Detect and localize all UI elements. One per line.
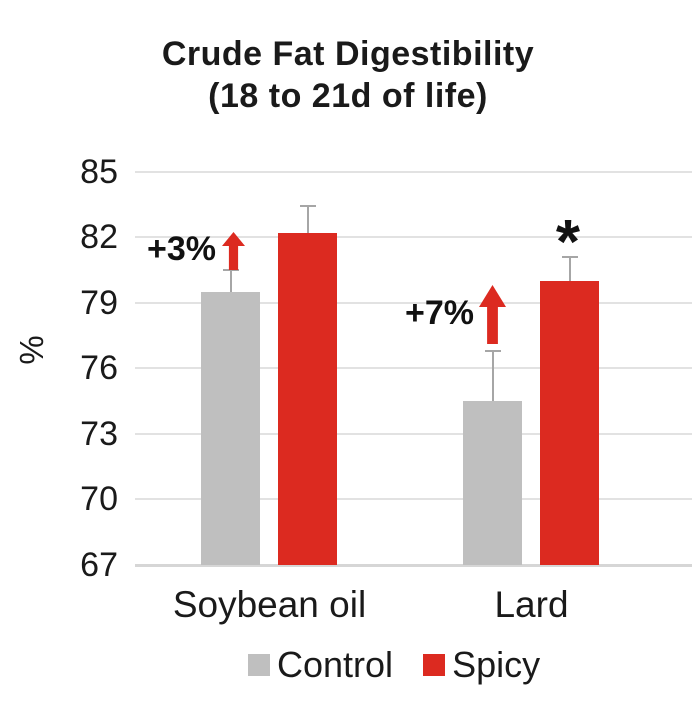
error-bar-cap-spicy-lard [561, 255, 578, 258]
gridline-70 [135, 498, 692, 501]
gridline-82 [135, 236, 692, 239]
legend-label-spicy: Spicy [452, 644, 541, 685]
legend-swatch-spicy [423, 654, 446, 676]
y-tick-label-85: 85 [80, 152, 118, 191]
legend: Control Spicy [248, 646, 540, 684]
legend-label-control: Control [277, 644, 394, 685]
bar-control-lard [463, 401, 522, 565]
annotation-lard-spicy-significance: * [555, 208, 581, 277]
error-bar-cap-control-lard [484, 349, 501, 352]
bar-spicy-lard [540, 280, 599, 565]
y-tick-label-82: 82 [80, 218, 118, 257]
error-bar-cap-spicy-soybean-oil [299, 205, 316, 208]
category-label-soybean-oil: Soybean oil [172, 584, 367, 625]
error-bar-stem-control-lard [491, 350, 494, 402]
error-bar-stem-spicy-soybean-oil [306, 206, 309, 233]
gridline-67 [135, 564, 692, 567]
gridline-73 [135, 432, 692, 435]
y-tick-label-70: 70 [80, 480, 118, 519]
up-arrow-icon [479, 285, 506, 349]
error-bar-stem-spicy-lard [568, 256, 571, 281]
legend-item-spicy: Spicy [423, 646, 540, 684]
annotation-soybean-increase: +3% [147, 230, 216, 268]
bar-spicy-soybean-oil [278, 232, 337, 565]
gridline-79 [135, 301, 692, 304]
bar-control-soybean-oil [201, 291, 260, 565]
category-label-lard: Lard [494, 584, 569, 625]
y-tick-label-73: 73 [80, 414, 118, 453]
gridline-85 [135, 170, 692, 173]
chart-title-line1: Crude Fat Digestibility [161, 35, 535, 73]
up-arrow-icon [222, 232, 245, 275]
gridline-76 [135, 367, 692, 370]
chart-title-line2: (18 to 21d of life) [208, 77, 488, 115]
legend-item-control: Control [248, 646, 393, 684]
chart-title: Crude Fat Digestibility (18 to 21d of li… [0, 33, 696, 117]
y-tick-label-79: 79 [80, 283, 118, 322]
y-tick-label-67: 67 [80, 546, 118, 584]
y-tick-label-76: 76 [80, 349, 118, 388]
error-bar-stem-control-soybean-oil [229, 269, 232, 292]
annotation-lard-increase: +7% [405, 294, 474, 332]
legend-swatch-control [248, 654, 270, 676]
y-axis-label: % [13, 335, 50, 365]
